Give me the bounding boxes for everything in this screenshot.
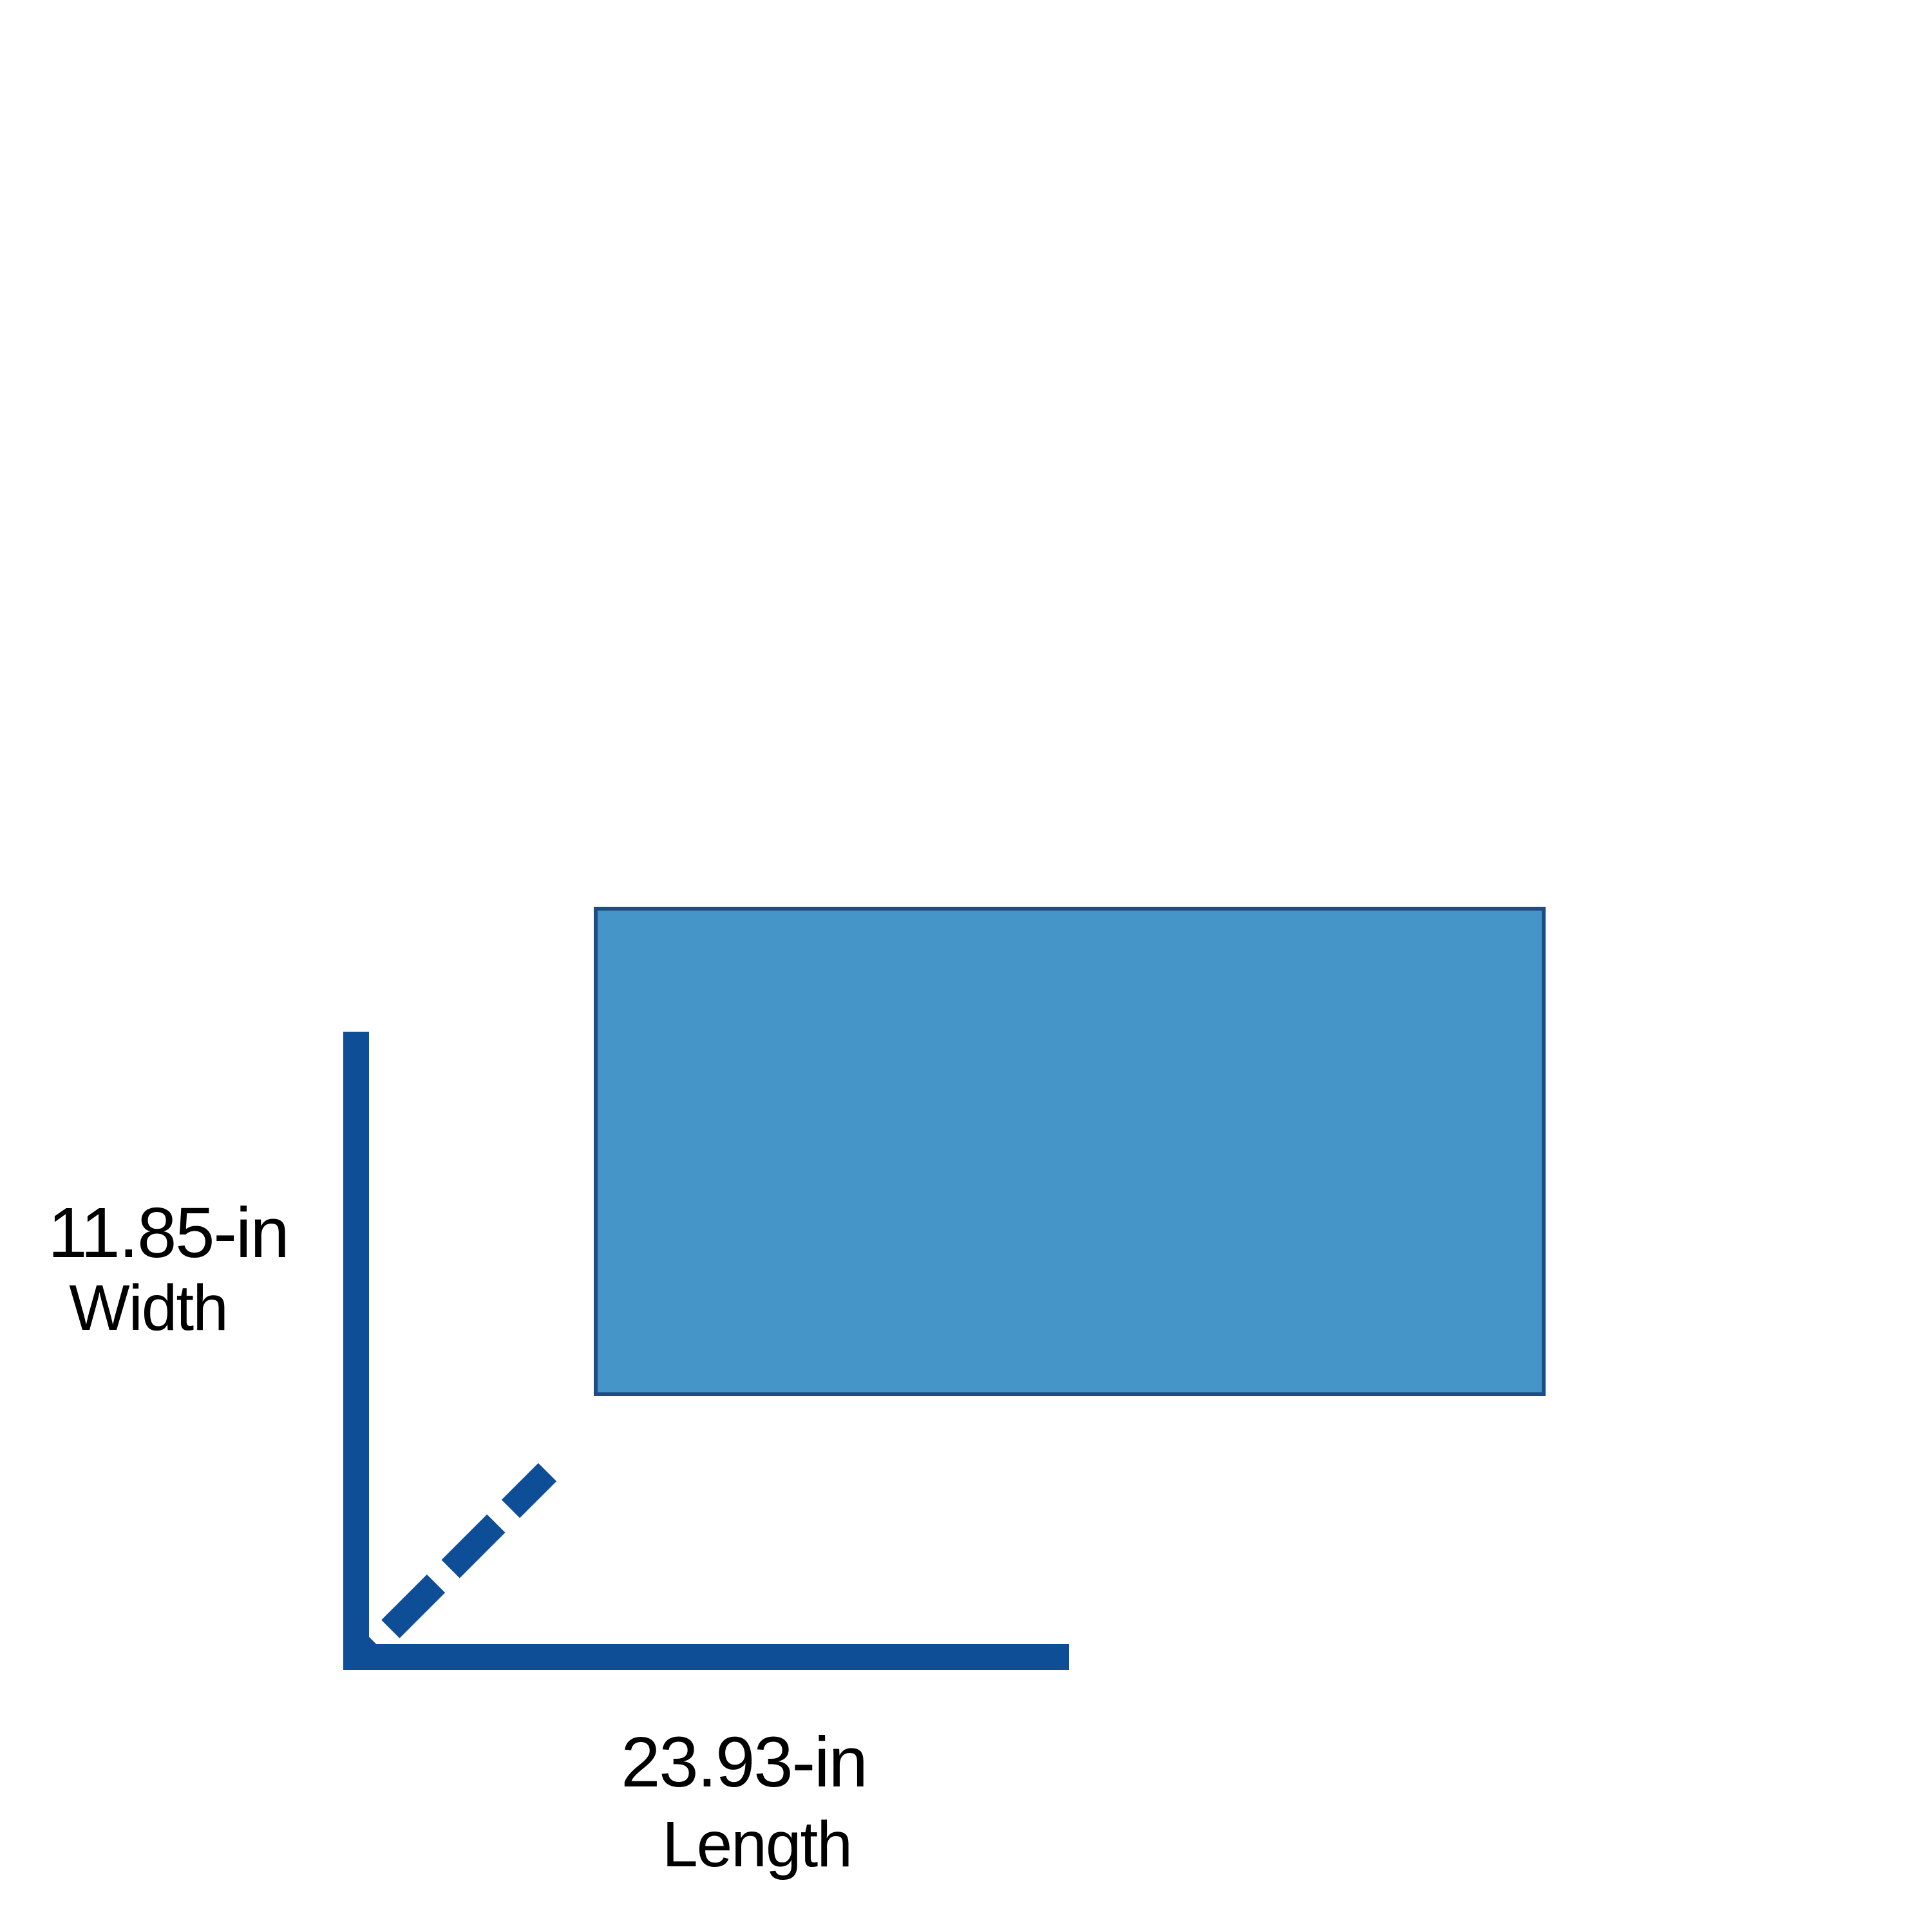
product-rectangle xyxy=(594,907,1546,1396)
length-dimension-value: 23.93-in xyxy=(621,1723,868,1802)
depth-dashed-line xyxy=(355,1463,557,1665)
width-dimension-caption: Width xyxy=(69,1272,229,1344)
width-dimension-value: 11.85-in xyxy=(48,1193,289,1273)
length-dimension-caption: Length xyxy=(662,1808,853,1880)
length-axis-line xyxy=(343,1644,1069,1670)
width-axis-line xyxy=(343,1032,369,1670)
